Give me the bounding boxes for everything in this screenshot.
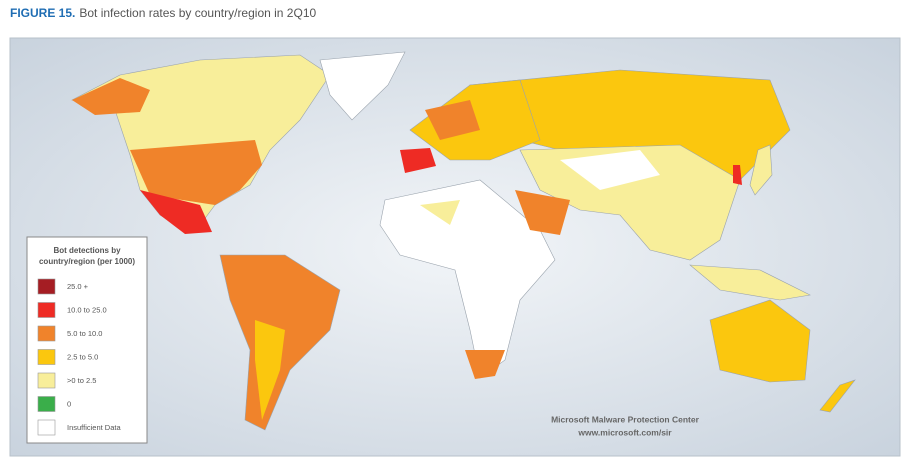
legend-title: country/region (per 1000)	[39, 257, 135, 266]
legend-swatch	[37, 325, 56, 342]
mexico	[140, 190, 212, 234]
legend-label: 10.0 to 25.0	[67, 305, 107, 314]
spain	[400, 148, 436, 173]
legend-swatch	[37, 419, 56, 436]
legend-swatch	[37, 396, 56, 412]
legend-title: Bot detections by	[53, 246, 121, 255]
legend-label: Insufficient Data	[67, 423, 121, 432]
legend-swatch	[37, 349, 56, 365]
legend: Bot detections by country/region (per 10…	[26, 236, 148, 444]
legend-swatch	[37, 302, 56, 318]
japan	[749, 144, 773, 196]
south-africa	[465, 350, 505, 379]
legend-swatch	[37, 372, 56, 389]
andes	[255, 320, 285, 420]
usa	[130, 140, 262, 205]
alaska	[72, 78, 150, 115]
legend-label: 25.0 +	[67, 282, 89, 291]
legend-label: 5.0 to 10.0	[67, 329, 102, 338]
legend-label: 2.5 to 5.0	[67, 352, 98, 361]
indonesia	[689, 264, 811, 301]
map	[71, 51, 856, 431]
credit-url: www.microsoft.com/sir	[577, 427, 672, 437]
central-asia	[560, 150, 660, 190]
australia	[709, 299, 811, 383]
middle-east	[515, 190, 570, 235]
legend-swatch	[37, 278, 56, 295]
north-africa	[420, 200, 460, 225]
new-zealand	[819, 379, 856, 413]
legend-label: >0 to 2.5	[67, 376, 96, 385]
legend-label: 0	[67, 399, 71, 408]
western-europe	[425, 100, 480, 140]
figure-title: FIGURE 15. Bot infection rates by country…	[10, 6, 316, 20]
greenland	[319, 51, 406, 121]
credit: Microsoft Malware Protection Center	[551, 414, 700, 424]
korea	[733, 165, 742, 185]
figure-label: FIGURE 15.	[10, 6, 75, 20]
title: Bot infection rates by country/region in…	[79, 6, 316, 20]
